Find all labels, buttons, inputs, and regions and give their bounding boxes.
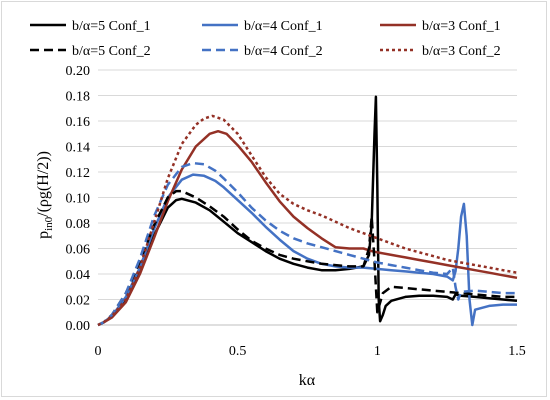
series-line	[97, 173, 517, 327]
y-tick-label: 0.18	[66, 90, 91, 105]
y-tick-label: 0.08	[66, 217, 91, 232]
gridlines	[98, 69, 517, 300]
x-tick-labels: 0 0.5 1 1.5	[95, 344, 526, 359]
series-line	[97, 189, 517, 327]
y-axis-label: pin0/(ρg(H/2))	[35, 151, 55, 239]
series-lines	[97, 95, 518, 327]
legend-label: b/α=4 Conf_2	[244, 44, 323, 59]
legend-label: b/α=4 Conf_1	[244, 19, 323, 34]
legend-label: b/α=3 Conf_2	[422, 44, 501, 59]
x-tick-label: 0	[95, 344, 102, 359]
x-tick-label: 0.5	[229, 344, 247, 359]
y-tick-label: 0.00	[66, 319, 91, 334]
y-axis-label-rest: /(ρg(H/2))	[35, 151, 52, 217]
y-tick-label: 0.20	[66, 64, 91, 79]
legend-label: b/α=5 Conf_2	[72, 44, 151, 59]
y-tick-label: 0.14	[66, 141, 91, 156]
y-axis-label-subscript: in0	[43, 216, 55, 231]
legend: b/α=5 Conf_1 b/α=4 Conf_1 b/α=3 Conf_1 b/α=…	[30, 19, 501, 59]
legend-label: b/α=5 Conf_1	[72, 19, 151, 34]
y-tick-label: 0.04	[66, 268, 91, 283]
series-line	[97, 129, 518, 327]
y-tick-label: 0.06	[66, 243, 91, 258]
legend-label: b/α=3 Conf_1	[422, 19, 501, 34]
y-tick-label: 0.02	[66, 294, 91, 309]
series-line	[97, 114, 518, 327]
y-axis-label-main: p	[35, 231, 52, 239]
y-tick-labels: 0.00 0.02 0.04 0.06 0.08 0.10 0.12 0.14 0.16 0.18…	[66, 64, 91, 334]
x-tick-label: 1.5	[508, 344, 526, 359]
x-tick-label: 1	[374, 344, 381, 359]
series-line	[97, 161, 517, 327]
y-tick-label: 0.10	[66, 192, 91, 207]
y-tick-label: 0.16	[66, 115, 91, 130]
x-axis-label: kα	[299, 372, 316, 389]
y-tick-label: 0.12	[66, 166, 91, 181]
